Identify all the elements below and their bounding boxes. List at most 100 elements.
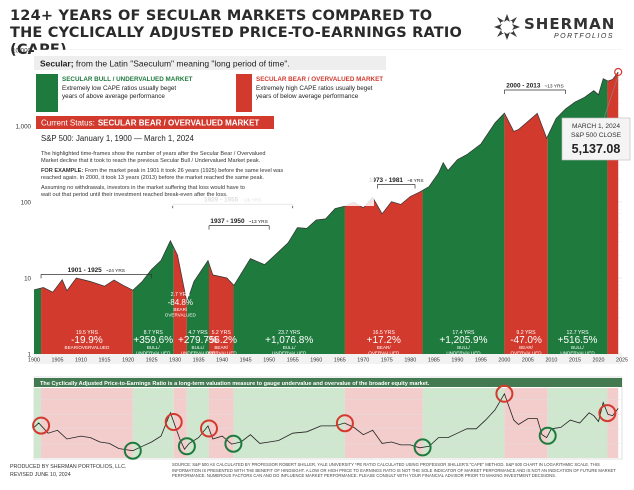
x-tick-label: 1945 [240,358,252,364]
definition-body: from the Latin "Saeculum" meaning "long … [74,59,290,69]
x-tick-label: 2000 [498,358,510,364]
bear-osc-band [208,388,234,458]
annotation-range: 1973 - 1981 [369,177,404,184]
x-tick-label: 1910 [75,358,87,364]
osc-caption: The Cyclically Adjusted Price-to-Earning… [40,381,430,387]
legend-bear-desc1: Extremely high CAPE ratios usually beget [256,85,373,92]
period-return: +359.6% [133,335,173,346]
x-tick-label: 1930 [169,358,181,364]
footer-revised: REVISED JUNE 10, 2024 [10,472,71,478]
notes-box [36,132,374,206]
note-p2-line2: reached again. In 2000, it took 13 years… [41,175,264,181]
period-years: 8.7 YRS [144,330,164,336]
period-years: 16.5 YRS [373,330,396,336]
chart-title: 124+ YEARS OF SECULAR MARKETS COMPARED T… [10,8,463,58]
cape-peak-marker [335,414,354,433]
period-type-label: OVERVALUED [368,351,400,356]
cape-trough-marker [123,441,142,460]
y-tick-label: 10,000 [12,48,31,55]
period-return: +516.5% [558,335,598,346]
period-return: +1,205.9% [439,335,487,346]
x-tick-label: 1960 [310,358,322,364]
period-type-label: BULL/ [571,345,584,350]
status-label: Current Status: [41,119,95,128]
period-type-label: UNDERVALUED [272,351,307,356]
brand-logo: SHERMAN PORTFOLIOS [492,12,628,46]
period-type-label: UNDERVALUED [136,351,171,356]
annotation-duration: ~24 YRS [106,268,125,274]
status-bar [36,116,274,129]
legend-bear-title: SECULAR BEAR / OVERVALUED MARKET [256,76,383,83]
annotation-range: 2000 - 2013 [506,83,541,90]
period-years: 17.4 YRS [452,330,475,336]
y-tick-label: 100 [21,200,32,207]
x-tick-label: 1965 [334,358,346,364]
bull-osc-band [34,388,42,458]
legend-bear-box [236,74,394,112]
status-text: Current Status: SECULAR BEAR / OVERVALUED… [41,119,259,128]
annotation-label: 1901 - 1925 ~24 YRS [68,267,125,274]
osc-period-bands [34,388,619,458]
status-value: SECULAR BEAR / OVERVALUED MARKET [98,119,260,128]
cape-peak-marker [598,404,617,423]
period-type-label: OVERVALUED [511,351,543,356]
note-p2-text: From the market peak in 1901 it took 26 … [83,168,283,174]
osc-caption-bar [34,378,622,387]
brand-sub: PORTFOLIOS [554,33,614,40]
callout-date: MARCH 1, 2024 [572,123,620,130]
x-tick-label: 1935 [193,358,205,364]
legend-bull-box [36,74,232,112]
callout-value: 5,137.08 [572,142,621,156]
period-years: 12.7 YRS [566,330,589,336]
cape-peak-marker [200,419,218,438]
callout-leader [603,75,619,119]
brand-swirl-icon [494,14,520,40]
period-type-label: BEAR/ [519,345,534,350]
legend-bear-desc2: years of below average performance [256,93,359,100]
cape-series-line [33,392,619,452]
cape-peak-marker [32,416,51,435]
x-tick-label: 1975 [381,358,393,364]
note-p3-line1: Assuming no withdrawals, investors in th… [41,185,245,191]
period-type-label: OVERVALUED [206,351,238,356]
period-return: -47.0% [510,335,542,346]
x-tick-label: 2025 [616,358,628,364]
sp500-log-chart: 1 10 100 1,000 10,000 1900 1905 1910 1915 1920 192… [12,48,631,364]
bull-osc-band [233,388,345,458]
period-type-label: BEAR/ [173,307,188,312]
period-return: +17.2% [367,335,401,346]
period-years: 23.7 YRS [278,330,301,336]
note-p2-line1: FOR EXAMPLE: From the market peak in 190… [41,168,283,174]
brand-name: SHERMAN [524,15,616,33]
period-type-label: UNDERVALUED [446,351,481,356]
x-tick-label: 1925 [146,358,158,364]
x-tick-label: 1985 [428,358,440,364]
annotation-label: 1973 - 1981 ~8 YRS [369,177,424,184]
annotation-range: 1937 - 1950 [210,218,245,225]
info-panel: Secular; from the Latin "Saeculum" meani… [34,56,394,206]
definition-term: Secular; [40,59,74,69]
period-return: +1,076.8% [265,335,313,346]
cape-peak-marker [164,413,183,431]
x-tick-label: 1920 [122,358,134,364]
x-tick-label: 1905 [52,358,64,364]
x-axis-band [34,354,622,364]
cape-oscillator-chart: The Cyclically Adjusted Price-to-Earning… [32,376,623,460]
y-tick-label: 1 [28,352,32,359]
footer-disclaimer: SOURCE: S&P 500 AS CALCULATED BY PROFESS… [172,462,616,479]
close-callout: MARCH 1, 2024 S&P 500 CLOSE 5,137.08 [561,67,631,161]
period-type-label: BEAR/OVERVALUED [65,345,110,350]
period-type-label: BULL/ [283,345,296,350]
period-type-label: BEAR/ [214,345,229,350]
period-type-label: UNDERVALUED [181,351,216,356]
annotation-duration: ~13 YRS [544,84,563,90]
period-return: -56.2% [205,335,237,346]
x-tick-label: 2005 [522,358,534,364]
period-type-label: BEAR/ [377,345,392,350]
price-line [33,71,619,304]
footer-produced: PRODUCED BY SHERMAN PORTFOLIOS, LLC. [10,464,127,470]
note-p1-line1: The highlighted time-frames show the num… [41,151,265,157]
x-tick-label: 1915 [99,358,111,364]
period-type-label: BULL/ [192,345,205,350]
